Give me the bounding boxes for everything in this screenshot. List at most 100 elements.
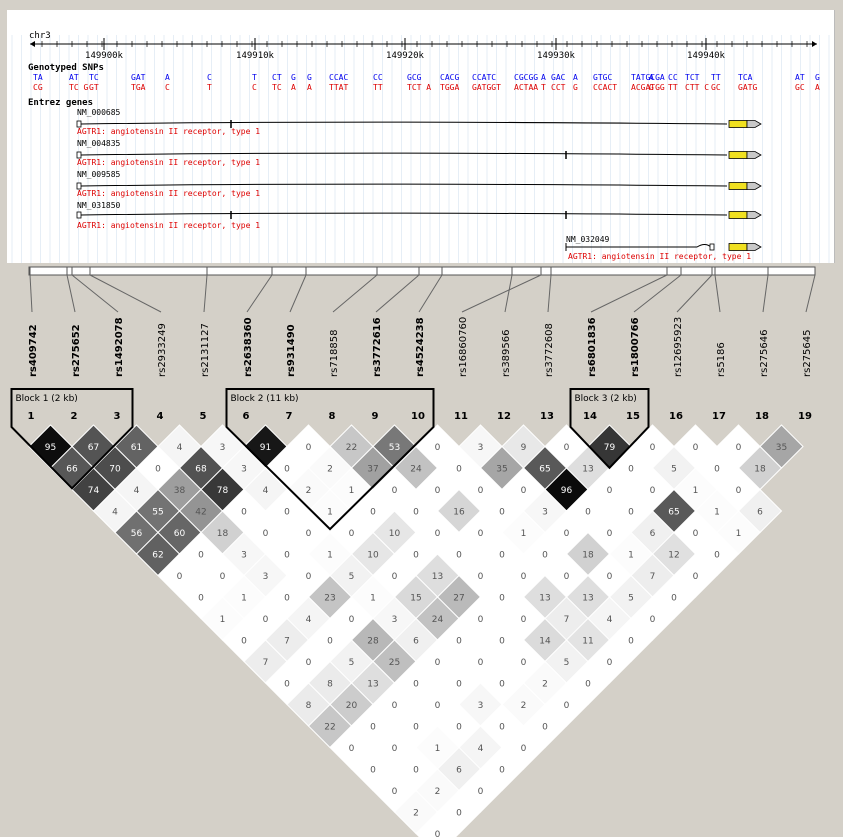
ld-value: 2: [435, 787, 441, 797]
snp-allele-top: CGCGG: [514, 73, 538, 82]
snp-id-label: rs2131127: [200, 323, 211, 377]
snp-allele-top: AT: [795, 73, 805, 82]
ld-value: 0: [392, 572, 398, 582]
ld-value: 0: [284, 508, 290, 518]
snp-allele-bottom: T: [207, 83, 212, 92]
snp-id-label: rs16860760: [458, 317, 469, 377]
marker-number: 17: [712, 411, 726, 422]
ld-value: 1: [327, 551, 333, 561]
gene-cds-exon: [728, 182, 748, 190]
ld-value: 1: [435, 744, 441, 754]
ld-value: 18: [754, 465, 766, 475]
ld-value: 0: [628, 637, 634, 647]
ld-value: 38: [174, 486, 186, 496]
ld-value: 2: [542, 680, 548, 690]
ld-value: 24: [432, 615, 444, 625]
snp-allele-bottom: ACGATGG: [631, 83, 665, 92]
ld-value: 2: [327, 465, 333, 475]
ruler-tick-label: 149930k: [537, 51, 576, 61]
marker-connector: [203, 274, 208, 313]
ld-value: 15: [410, 594, 421, 604]
ld-value: 0: [306, 572, 312, 582]
ruler-arrow-right: [812, 41, 817, 47]
ld-value: 0: [392, 486, 398, 496]
ld-value: 56: [131, 529, 143, 539]
snp-allele-bottom: TC G: [69, 83, 88, 92]
snp-allele-top: C: [207, 73, 212, 82]
marker-number: 11: [454, 411, 468, 422]
marker-number: 9: [372, 411, 379, 422]
snp-allele-bottom: GATG: [738, 83, 757, 92]
snp-allele-bottom: TCT A: [407, 83, 431, 92]
ld-value: 4: [134, 486, 140, 496]
marker-number: 14: [583, 411, 597, 422]
ld-value: 0: [499, 594, 505, 604]
snp-allele-bottom: GC: [711, 83, 721, 92]
ld-value: 0: [607, 572, 613, 582]
gene-accession: NM_009585: [77, 170, 121, 179]
ld-value: 13: [582, 594, 593, 604]
snp-allele-bottom: G: [649, 83, 654, 92]
ld-block-outline: [225, 388, 435, 531]
ld-block-outline: [569, 388, 650, 470]
ld-value: 2: [306, 486, 312, 496]
ld-value: 6: [413, 637, 419, 647]
snp-allele-bottom: ACTAA: [514, 83, 538, 92]
gene-intron-line: [80, 183, 728, 187]
ld-value: 5: [349, 658, 355, 668]
ld-value: 0: [478, 787, 484, 797]
ld-value: 91: [260, 443, 271, 453]
marker-number: 3: [114, 411, 121, 422]
ld-value: 0: [456, 465, 462, 475]
ld-plot: rs409742 rs275652 rs1492078 rs2933249 rs2131…: [10, 266, 816, 837]
ld-value: 0: [370, 723, 376, 733]
ld-value: 0: [499, 680, 505, 690]
ld-value: 37: [367, 465, 378, 475]
ld-value: 4: [607, 615, 613, 625]
ld-value: 0: [478, 572, 484, 582]
snp-allele-top: CT: [272, 73, 282, 82]
ld-value: 7: [284, 637, 290, 647]
ld-value: 0: [650, 443, 656, 453]
ld-value: 0: [284, 551, 290, 561]
ld-value: 95: [45, 443, 56, 453]
ld-value: 1: [714, 508, 720, 518]
ld-value: 7: [263, 658, 269, 668]
ld-value: 3: [241, 465, 247, 475]
ld-value: 0: [499, 637, 505, 647]
ld-block-outline: [10, 388, 134, 490]
ld-value: 0: [370, 766, 376, 776]
marker-connector: [714, 274, 721, 313]
snp-allele-top: TC: [89, 73, 99, 82]
marker-number: 7: [286, 411, 293, 422]
ld-value: 61: [131, 443, 142, 453]
ld-value: 1: [220, 615, 226, 625]
snp-id-label: rs1800766: [630, 317, 641, 377]
ld-value: 0: [413, 723, 419, 733]
gene-accession: NM_004835: [77, 139, 121, 148]
snp-allele-top: AT: [69, 73, 79, 82]
ld-value: 18: [582, 551, 594, 561]
ld-value: 24: [410, 465, 422, 475]
ld-value: 1: [241, 594, 247, 604]
ld-value: 22: [346, 443, 357, 453]
marker-connector: [676, 274, 713, 313]
marker-scale-bar: [28, 266, 816, 276]
ld-value: 0: [392, 787, 398, 797]
snp-allele-top: TCT: [685, 73, 700, 82]
ld-value: 0: [671, 594, 677, 604]
marker-number: 12: [497, 411, 511, 422]
ld-value: 27: [453, 594, 464, 604]
marker-connector: [461, 274, 542, 313]
genes-track-label: Entrez genes: [28, 98, 93, 108]
gene-first-exon: [76, 182, 82, 190]
marker-number: 16: [669, 411, 683, 422]
gene-description: AGTR1: angiotensin II receptor, type 1: [77, 127, 260, 136]
ld-value: 0: [564, 443, 570, 453]
ld-value: 78: [217, 486, 229, 496]
ld-value: 35: [776, 443, 787, 453]
ld-value: 0: [413, 766, 419, 776]
ld-value: 22: [324, 723, 335, 733]
ld-value: 5: [349, 572, 355, 582]
snp-id-label: rs409742: [28, 324, 39, 377]
